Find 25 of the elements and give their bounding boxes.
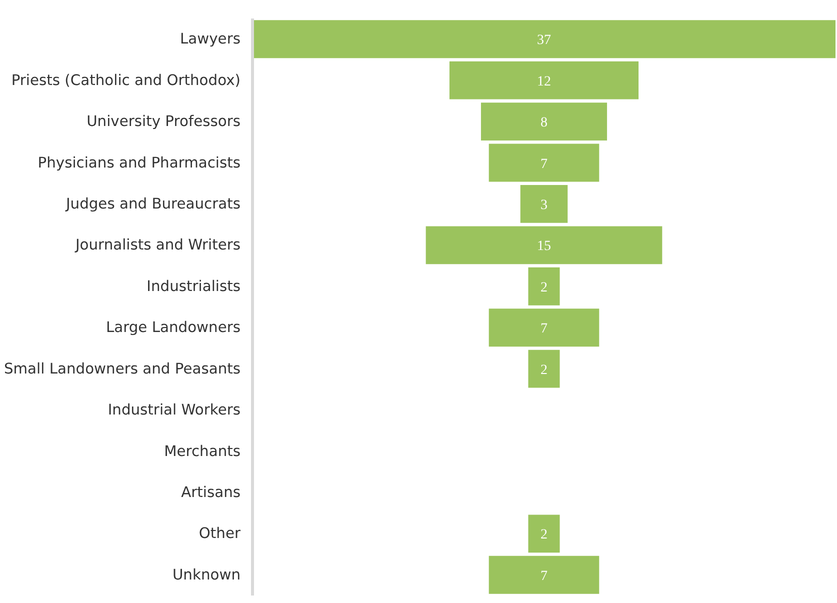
category-label: Industrial Workers [108,402,241,419]
category-label: Artisans [181,484,241,501]
category-label: University Professors [86,113,241,130]
category-label: Large Landowners [106,319,241,336]
data-label: 15 [537,239,551,254]
category-label: Physicians and Pharmacists [38,154,240,172]
category-label: Journalists and Writers [74,236,241,254]
data-label: 7 [540,156,548,172]
category-label: Other [198,525,242,542]
data-label: 2 [540,280,548,296]
data-label: 2 [540,528,548,543]
data-label: 3 [540,198,548,213]
data-label: 7 [540,322,548,337]
data-label: 8 [540,116,548,131]
data-label: 12 [537,74,551,90]
data-label: 37 [537,33,551,48]
category-label: Merchants [164,442,241,460]
category-label: Lawyers [180,30,241,48]
category-label: Small Landowners and Peasants [4,360,241,378]
data-label: 2 [540,362,548,378]
category-label: Priests (Catholic and Orthodox) [11,72,241,89]
data-label: 7 [540,568,548,584]
category-label: Judges and Bureaucrats [64,195,241,212]
category-label: Industrialists [146,278,240,295]
category-label: Unknown [172,566,241,584]
